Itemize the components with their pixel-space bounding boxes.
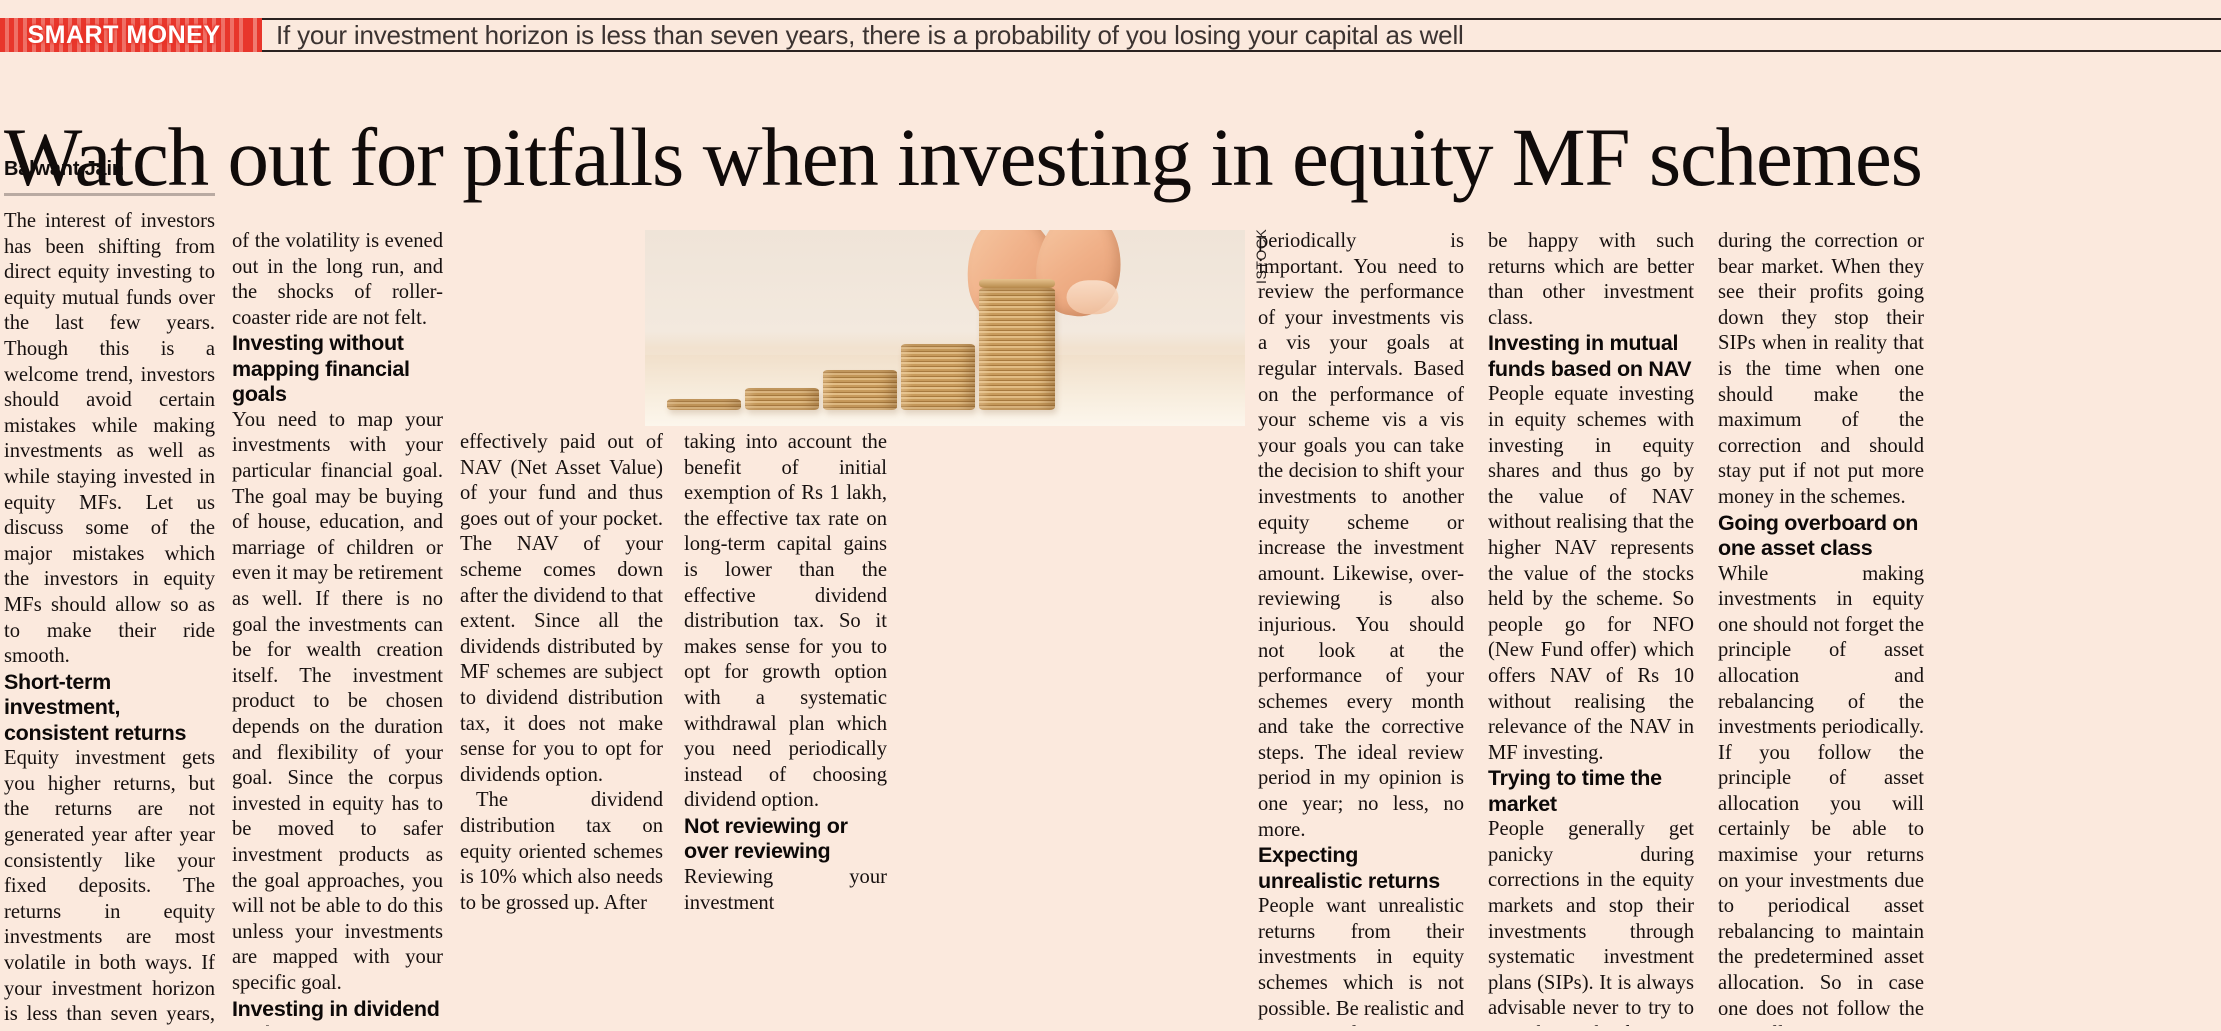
smart-money-badge: SMART MONEY: [0, 18, 248, 52]
coin-stack-1: [667, 399, 741, 410]
body-paragraph: People equate investing in equity scheme…: [1488, 383, 1694, 764]
column-2: of the volatility is evened out in the l…: [232, 158, 443, 1026]
coin-being-placed: [979, 279, 1055, 288]
article-columns: Balwant Jain The interest of investors ha…: [4, 158, 2217, 1026]
strap-text: If your investment horizon is less than …: [276, 19, 1464, 50]
stripe-pattern: [0, 18, 248, 52]
body-paragraph: Equity investment gets you higher return…: [4, 747, 215, 1026]
page-title: Watch out for pitfalls when investing in…: [4, 110, 1923, 203]
section-subheading: Expecting unrealistic returns: [1258, 843, 1440, 893]
coins-photo-image: [645, 230, 1245, 426]
body-paragraph: be happy with such returns which are bet…: [1488, 230, 1694, 329]
masthead: SMART MONEY If your investment horizon i…: [0, 18, 2221, 52]
body-paragraph: Reviewing your investment: [684, 865, 887, 914]
section-subheading: Investing in dividend options: [232, 996, 440, 1026]
kicker-label: SMART MONEY: [27, 20, 221, 49]
column-3: effectively paid out of NAV (Net Asset V…: [460, 158, 663, 1026]
coin-stack-4: [901, 344, 975, 410]
body-paragraph: The dividend distribution tax on equity …: [460, 789, 663, 914]
body-paragraph: The interest of investors has been shift…: [4, 210, 215, 668]
strap-bar: If your investment horizon is less than …: [262, 18, 2221, 52]
body-paragraph: You need to map your investments with yo…: [232, 408, 443, 994]
section-subheading: Investing in mutual funds based on NAV: [1488, 331, 1692, 381]
body-paragraph: effectively paid out of NAV (Net Asset V…: [460, 431, 663, 786]
body-paragraph: While making investments in equity one s…: [1718, 562, 1924, 1026]
coin-stack-5: [979, 288, 1055, 410]
coin-stack-3: [823, 370, 897, 410]
column-6: be happy with such returns which are bet…: [1488, 158, 1694, 1026]
column-4: taking into account the benefit of initi…: [684, 158, 887, 1026]
section-subheading: Trying to time the market: [1488, 766, 1662, 816]
section-subheading: Investing without mapping financial goal…: [232, 331, 410, 407]
section-subheading: Short-term investment, consistent return…: [4, 669, 187, 745]
stripe-tail: [248, 18, 262, 52]
body-paragraph: of the volatility is evened out in the l…: [232, 230, 443, 329]
body-paragraph: during the correction or bear market. Wh…: [1718, 230, 1924, 508]
body-paragraph: taking into account the benefit of initi…: [684, 431, 887, 812]
coin-stack-2: [745, 388, 819, 410]
section-subheading: Going overboard on one asset class: [1718, 510, 1919, 561]
column-7: during the correction or bear market. Wh…: [1718, 158, 1924, 1026]
column-5: periodically is important. You need to r…: [1258, 158, 1464, 1026]
byline-rule: [4, 193, 215, 196]
byline: Balwant Jain: [4, 158, 124, 180]
section-subheading: Not reviewing or over reviewing: [684, 813, 848, 864]
body-paragraph: People want unrealistic returns from the…: [1258, 895, 1464, 1026]
body-paragraph: People generally get panicky during corr…: [1488, 818, 1694, 1026]
body-paragraph: periodically is important. You need to r…: [1258, 230, 1464, 841]
article-photo: ISTOCK: [645, 229, 1269, 426]
column-1: Balwant Jain The interest of investors ha…: [4, 158, 215, 1026]
